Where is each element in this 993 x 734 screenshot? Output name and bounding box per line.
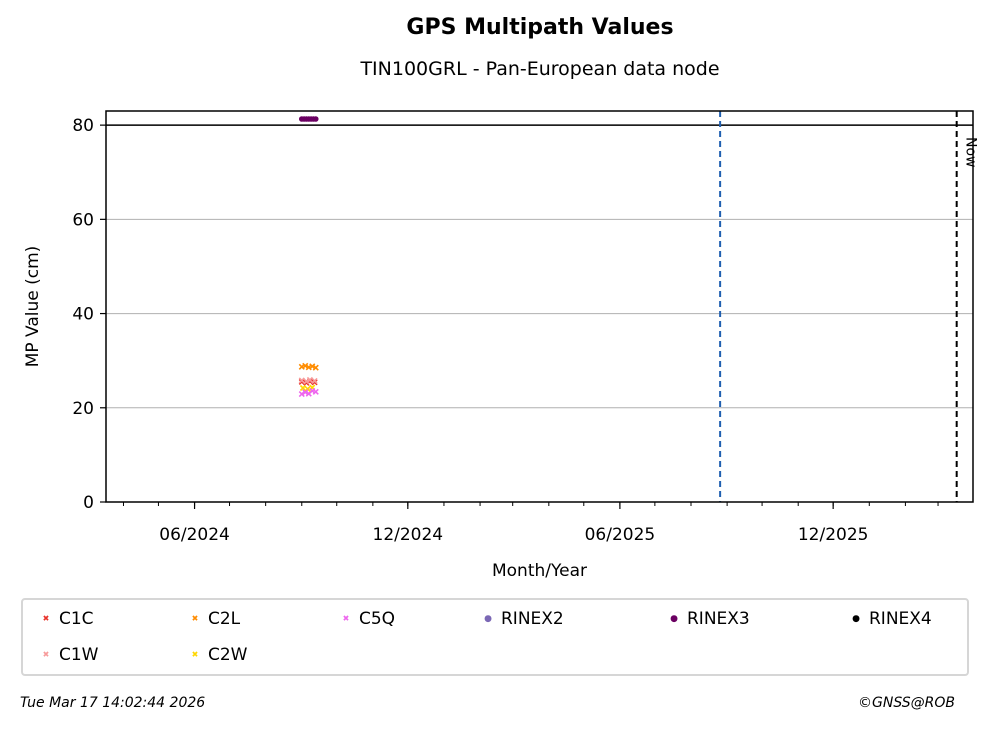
data-point bbox=[303, 378, 310, 385]
y-tick-label: 40 bbox=[72, 305, 94, 325]
now-label: Now bbox=[963, 137, 979, 168]
legend-label: RINEX4 bbox=[869, 609, 932, 629]
axes-frame bbox=[105, 110, 974, 503]
x-marker-icon: ✖ bbox=[191, 614, 199, 623]
legend-item-rinex3: ● RINEX3 bbox=[667, 608, 750, 630]
y-tick-label: 20 bbox=[72, 399, 94, 419]
data-point bbox=[312, 388, 319, 395]
y-tick-label: 0 bbox=[83, 493, 94, 513]
dot-marker-icon: ● bbox=[670, 614, 678, 624]
data-point bbox=[302, 389, 309, 396]
legend-label: C2W bbox=[208, 645, 248, 665]
data-point bbox=[302, 362, 309, 369]
x-marker-icon: ✖ bbox=[191, 650, 199, 659]
data-point bbox=[311, 379, 318, 386]
legend-item-c2w: ✖ C2W bbox=[188, 644, 248, 666]
y-tick-label: 80 bbox=[72, 116, 94, 136]
chart-subtitle: TIN100GRL - Pan-European data node bbox=[360, 58, 720, 80]
y-axis-label: MP Value (cm) bbox=[23, 246, 43, 368]
x-tick-label: 12/2024 bbox=[373, 525, 444, 545]
copyright: ©GNSS@ROB bbox=[858, 695, 955, 711]
legend: ✖ C1C ✖ C2L ✖ C5Q ● RINEX2 ● RINEX3 ● RINEX4 ✖ C1W ✖ C2… bbox=[21, 598, 969, 676]
legend-label: RINEX3 bbox=[687, 609, 750, 629]
x-axis-label: Month/Year bbox=[492, 561, 587, 581]
dot-marker-icon: ● bbox=[484, 614, 492, 624]
legend-label: C5Q bbox=[359, 609, 396, 629]
legend-item-rinex2: ● RINEX2 bbox=[481, 608, 564, 630]
data-point bbox=[309, 363, 316, 370]
legend-item-c1w: ✖ C1W bbox=[39, 644, 99, 666]
x-tick-label: 06/2024 bbox=[159, 525, 230, 545]
chart-title: GPS Multipath Values bbox=[406, 15, 674, 40]
legend-item-rinex4: ● RINEX4 bbox=[849, 608, 932, 630]
timestamp: Tue Mar 17 14:02:44 2026 bbox=[20, 695, 206, 711]
data-point bbox=[306, 376, 313, 384]
data-point bbox=[298, 378, 305, 385]
data-point bbox=[312, 116, 319, 122]
y-tick-label: 60 bbox=[72, 210, 94, 230]
x-marker-icon: ✖ bbox=[42, 614, 50, 623]
x-tick-label: 12/2025 bbox=[798, 525, 869, 545]
dot-marker-icon: ● bbox=[852, 614, 860, 624]
legend-label: C1C bbox=[59, 609, 94, 629]
legend-item-c2l: ✖ C2L bbox=[188, 608, 241, 630]
data-point bbox=[299, 384, 307, 392]
x-marker-icon: ✖ bbox=[42, 650, 50, 659]
data-point bbox=[298, 391, 305, 398]
x-marker-icon: ✖ bbox=[342, 614, 350, 623]
legend-label: RINEX2 bbox=[501, 609, 564, 629]
legend-item-c5q: ✖ C5Q bbox=[339, 608, 395, 630]
x-tick-label: 06/2025 bbox=[585, 525, 656, 545]
legend-item-c1c: ✖ C1C bbox=[39, 608, 94, 630]
data-point bbox=[312, 364, 319, 371]
data-point bbox=[311, 377, 318, 384]
data-point bbox=[298, 377, 305, 384]
legend-label: C2L bbox=[208, 609, 241, 629]
legend-label: C1W bbox=[59, 645, 99, 665]
